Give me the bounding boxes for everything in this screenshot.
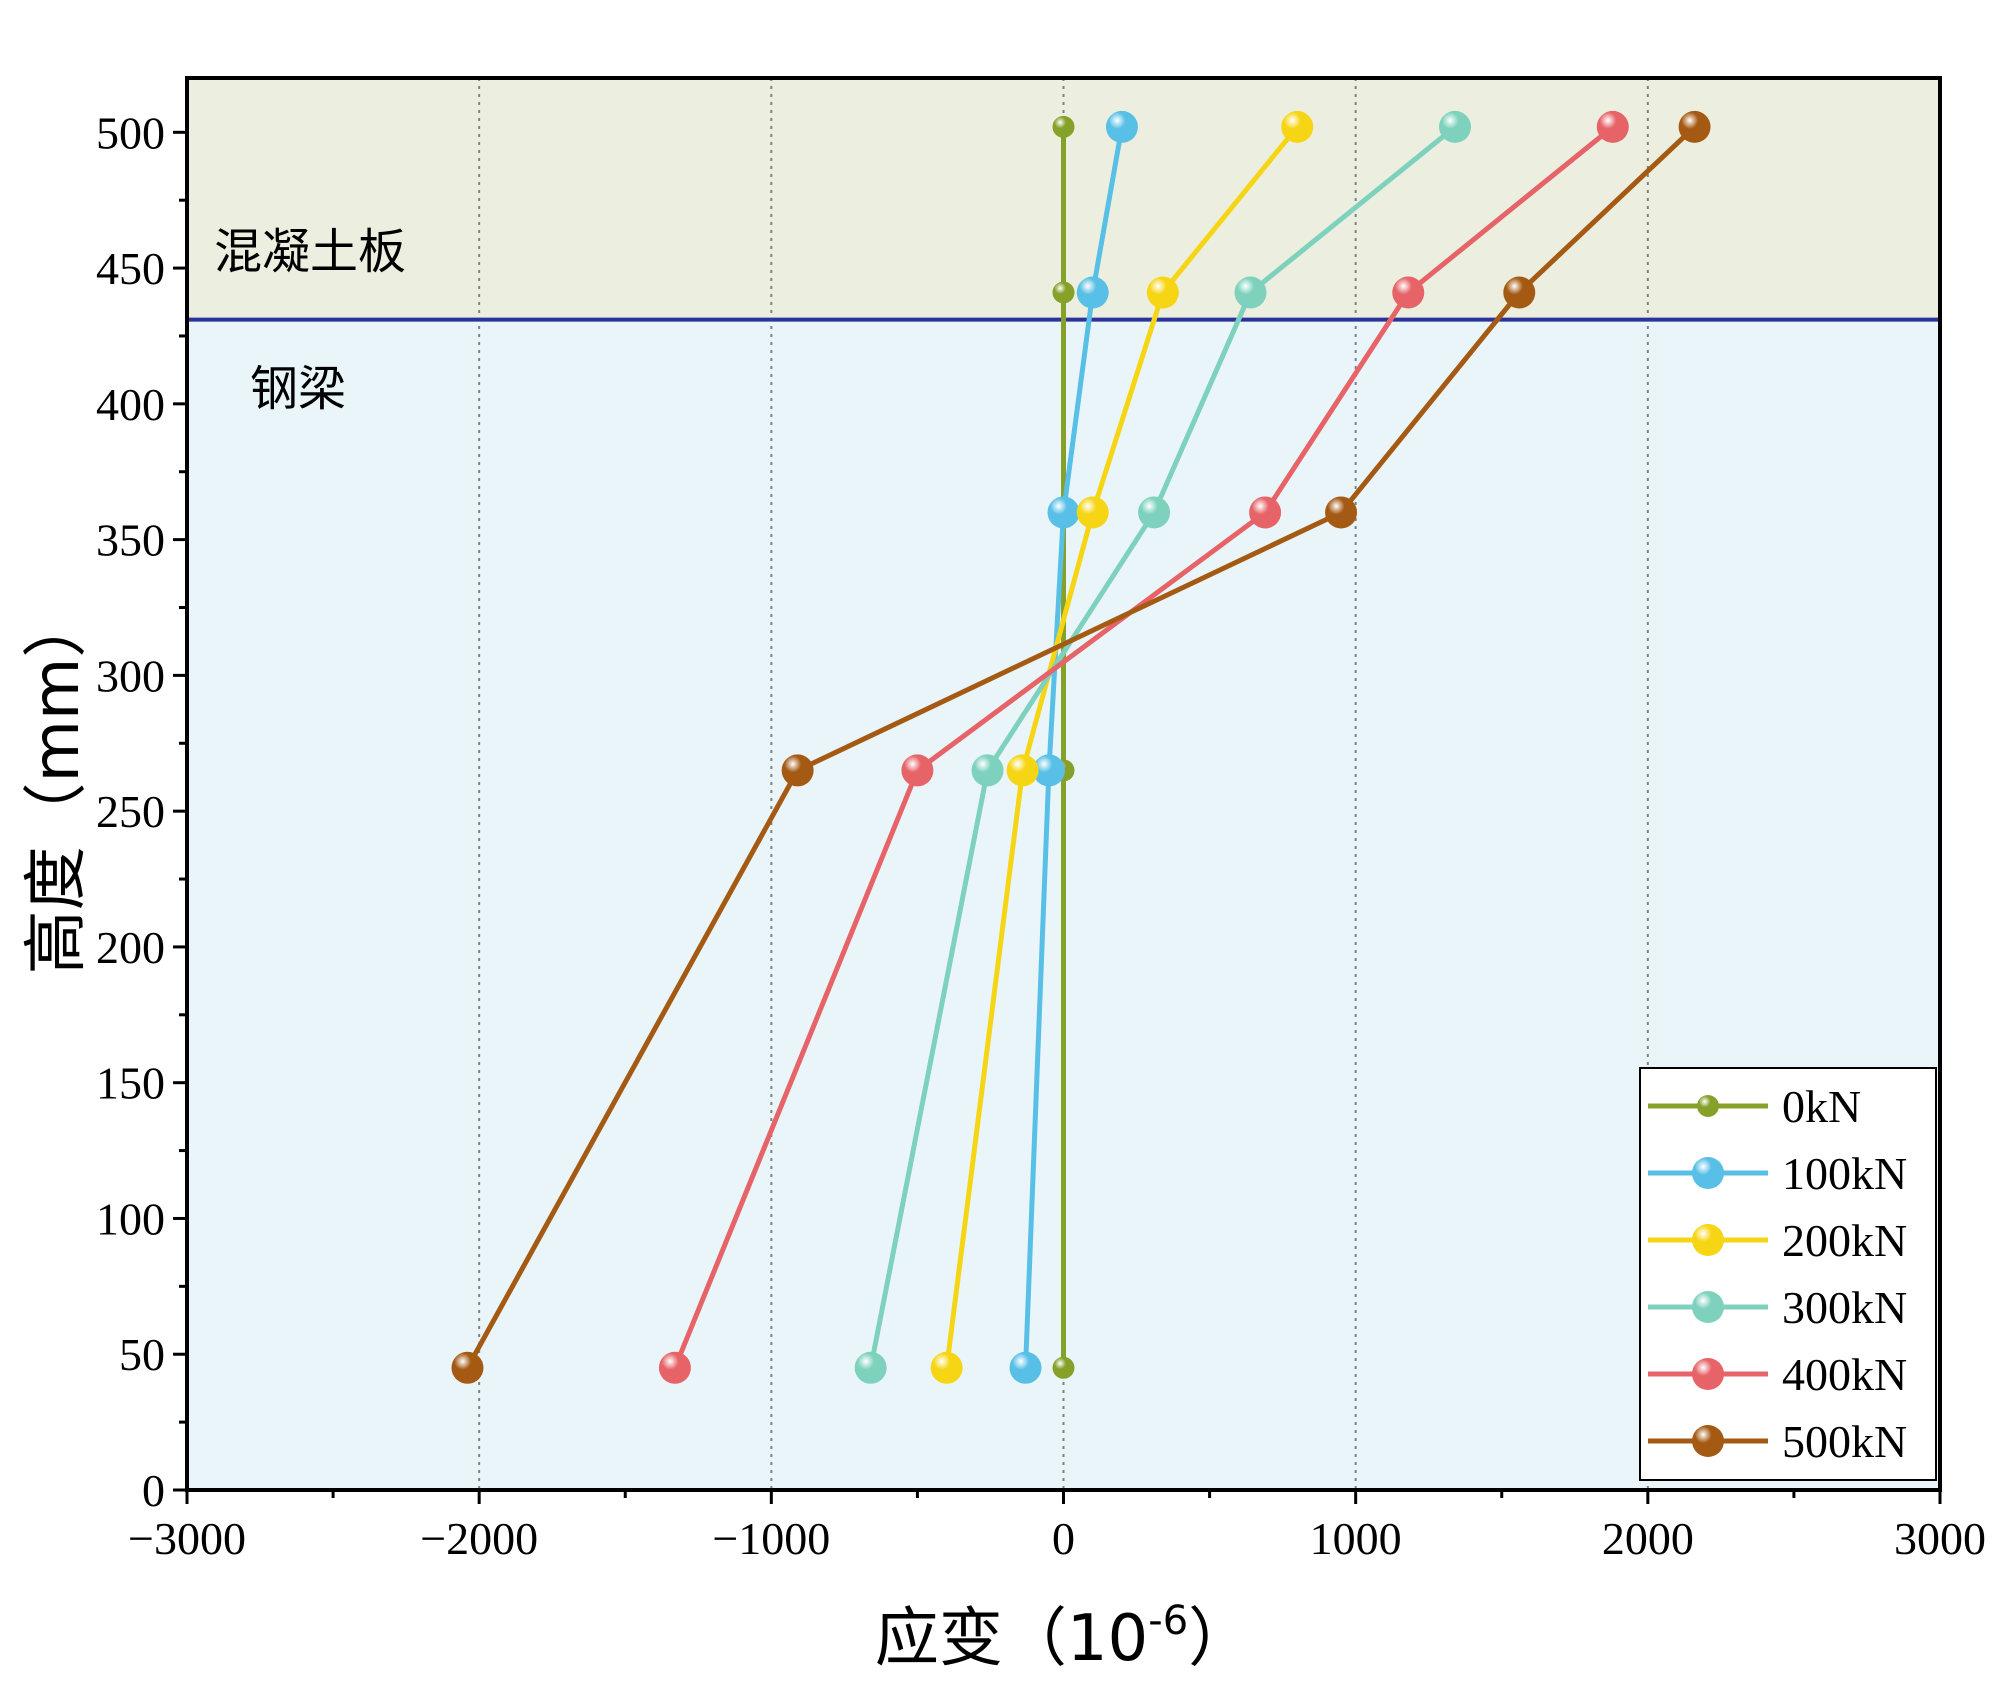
- series-500kN: [451, 110, 1711, 1384]
- legend-label: 400kN: [1782, 1349, 1907, 1400]
- data-point: [971, 754, 1004, 787]
- legend-label: 0kN: [1782, 1081, 1861, 1132]
- data-point: [1596, 110, 1629, 143]
- y-tick-label: 250: [96, 786, 165, 837]
- x-tick-label: −2000: [420, 1513, 538, 1564]
- x-tick-label: −1000: [712, 1513, 830, 1564]
- axis-labels: 应变（10-6） 高度（mm）: [20, 594, 1252, 1676]
- data-point: [901, 754, 934, 787]
- y-tick-label: 350: [96, 515, 165, 566]
- legend-label: 500kN: [1782, 1416, 1907, 1467]
- data-point: [1006, 754, 1039, 787]
- x-tick-label: 1000: [1310, 1513, 1402, 1564]
- data-point: [1281, 110, 1314, 143]
- data-point: [1076, 276, 1109, 309]
- data-series: [451, 110, 1711, 1384]
- data-point: [451, 1351, 484, 1384]
- legend-label: 300kN: [1782, 1282, 1907, 1333]
- legend-item-200kN: 200kN: [1648, 1215, 1907, 1266]
- region-label-concrete: 混凝土板: [214, 224, 406, 280]
- y-tick-label: 100: [96, 1193, 165, 1244]
- data-point: [1052, 115, 1075, 138]
- data-point: [854, 1351, 887, 1384]
- data-point: [1439, 110, 1472, 143]
- data-point: [1249, 496, 1282, 529]
- x-axis-title: 应变（10-6）: [875, 1598, 1252, 1676]
- legend-item-300kN: 300kN: [1648, 1282, 1907, 1333]
- data-point: [1009, 1351, 1042, 1384]
- data-point: [658, 1351, 691, 1384]
- y-axis-title: 高度（mm）: [20, 594, 94, 975]
- y-tick-label: 200: [96, 922, 165, 973]
- data-point: [1032, 754, 1065, 787]
- series-300kN: [854, 110, 1472, 1384]
- data-point: [1678, 110, 1711, 143]
- series-200kN: [930, 110, 1314, 1384]
- y-tick-label: 50: [119, 1329, 165, 1380]
- legend-item-400kN: 400kN: [1648, 1349, 1907, 1400]
- y-tick-label: 150: [96, 1058, 165, 1109]
- y-tick-label: 400: [96, 379, 165, 430]
- data-point: [781, 754, 814, 787]
- data-point: [1047, 496, 1080, 529]
- y-tick-label: 450: [96, 243, 165, 294]
- legend-box: [1639, 1067, 1937, 1481]
- series-400kN: [658, 110, 1629, 1384]
- legend-marker: [1692, 1358, 1724, 1390]
- x-tick-label: 3000: [1894, 1513, 1986, 1564]
- data-point: [1052, 281, 1075, 304]
- legend-item-0kN: 0kN: [1648, 1081, 1861, 1132]
- data-point: [930, 1351, 963, 1384]
- legend-marker: [1697, 1095, 1719, 1117]
- x-tick-label: −3000: [128, 1513, 246, 1564]
- x-tick-label: 2000: [1602, 1513, 1694, 1564]
- legend-marker: [1692, 1224, 1724, 1256]
- legend-label: 200kN: [1782, 1215, 1907, 1266]
- series-100kN: [1009, 110, 1138, 1384]
- legend-marker: [1692, 1157, 1724, 1189]
- y-tick-label: 0: [142, 1465, 165, 1516]
- legend-marker: [1692, 1291, 1724, 1323]
- legend-item-100kN: 100kN: [1648, 1148, 1907, 1199]
- data-point: [1325, 496, 1358, 529]
- region-label-steel: 钢梁: [250, 361, 346, 417]
- legend-item-500kN: 500kN: [1648, 1416, 1907, 1467]
- data-point: [1234, 276, 1267, 309]
- axis-ticks: −3000 −2000 −1000 0 1000 2000 3000 0 50 100 150 200…: [96, 107, 1986, 1564]
- data-point: [1052, 1356, 1075, 1379]
- data-point: [1138, 496, 1171, 529]
- legend: 0kN 100kN 200kN 300kN 400kN 500kN: [1639, 1067, 1937, 1481]
- data-point: [1146, 276, 1179, 309]
- legend-marker: [1692, 1425, 1724, 1457]
- data-point: [1105, 110, 1138, 143]
- x-tick-label: 0: [1052, 1513, 1075, 1564]
- legend-label: 100kN: [1782, 1148, 1907, 1199]
- data-point: [1503, 276, 1536, 309]
- data-point: [1392, 276, 1425, 309]
- y-tick-label: 500: [96, 107, 165, 158]
- data-point: [1076, 496, 1109, 529]
- y-tick-label: 300: [96, 650, 165, 701]
